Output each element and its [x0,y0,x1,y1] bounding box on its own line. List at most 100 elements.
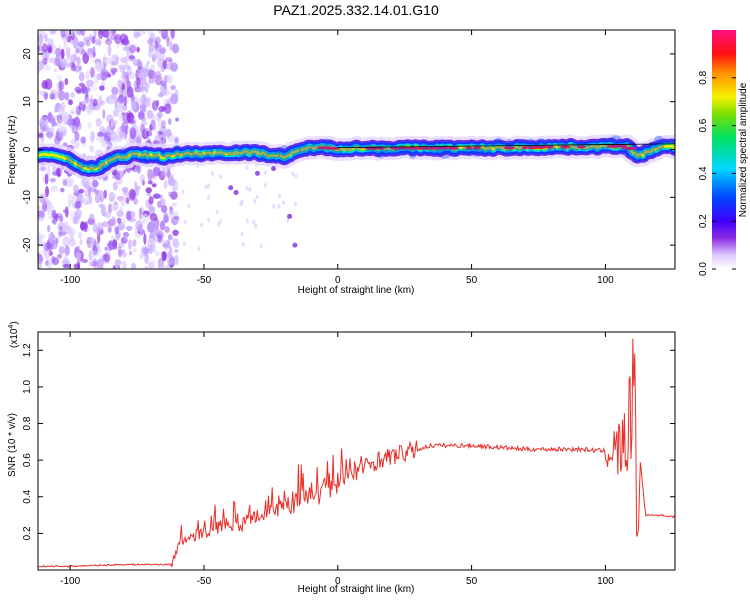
noise-blob [81,49,87,56]
snr-xtick-label: -50 [197,576,212,587]
noise-blob [143,68,149,79]
noise-blob [59,216,63,222]
noise-blob [75,48,80,54]
noise-blob [67,193,75,204]
noise-blob [114,225,119,235]
noise-blob [93,189,99,195]
noise-blob [119,168,124,179]
noise-blob [94,38,102,46]
noise-blob [66,63,72,68]
noise-blob [138,207,143,220]
colorbar-tick-label: 0.4 [698,166,709,180]
noise-blob [92,245,98,256]
noise-blob [156,228,162,237]
noise-blob [139,253,144,260]
noise-blob [57,167,61,178]
noise-blob [96,222,104,232]
ridge-blob [76,159,86,171]
ridge-blob [364,143,376,153]
ridge-blob [204,147,214,159]
noise-blob [88,236,95,244]
noise-blob [141,213,150,224]
noise-blob [122,73,127,86]
noise-blob [49,231,54,243]
ridge-blob [438,144,452,160]
streak-blob [233,190,239,196]
noise-blob [144,265,148,269]
noise-blob [102,53,107,63]
ridge-blob [633,146,642,161]
noise-blob [259,243,263,249]
noise-blob [132,239,137,247]
noise-blob [291,171,295,177]
noise-blob [78,82,85,87]
noise-blob [101,138,109,147]
noise-blob [74,131,80,141]
noise-blob [51,209,57,219]
noise-blob [87,121,93,129]
noise-blob [62,208,69,214]
noise-blob [129,211,136,218]
noise-blob [107,225,112,233]
noise-blob [105,210,112,219]
noise-blob [130,262,137,269]
noise-blob [99,85,105,91]
colorbar-tick-label: 0.6 [698,118,709,132]
noise-blob [65,35,72,43]
noise-blob [47,224,51,233]
noise-blob [76,56,81,66]
spectrogram-ylabel: Frequency (Hz) [7,116,18,185]
noise-blob [149,119,156,131]
snr-ytick-label: 1.0 [22,380,33,394]
noise-blob [114,259,122,267]
noise-blob [294,173,298,179]
ridge-peak [472,146,482,150]
noise-blob [155,70,162,79]
noise-blob [181,189,185,195]
noise-blob [48,44,53,54]
noise-blob [70,92,76,99]
noise-blob [97,30,104,40]
noise-blob [70,138,77,145]
ridge-blob [653,135,665,152]
noise-blob [81,103,86,112]
snr-ytick-label: 0.6 [22,453,33,467]
noise-blob [152,166,161,177]
noise-blob [58,80,62,92]
noise-blob [58,82,62,90]
noise-blob [163,180,168,190]
snr-xtick-label: 50 [466,576,478,587]
noise-blob [171,202,177,207]
noise-blob [149,213,158,222]
noise-blob [255,194,259,200]
noise-blob [128,55,135,60]
noise-blob [57,106,65,116]
noise-blob [162,198,166,208]
noise-blob [157,117,163,130]
noise-blob [139,206,145,215]
ridge-blob [557,140,568,152]
noise-blob [72,65,81,73]
ridge-peak [428,146,445,150]
snr-axes: -100 -50 0 50 100 0.2 0.4 0.6 0.8 1.0 1.2 [22,332,675,587]
noise-blob [64,245,70,256]
noise-blob [46,132,53,139]
snr-ytick-label: 0.8 [22,416,33,430]
noise-blob [101,30,110,38]
noise-blob [147,180,153,185]
noise-blob [60,187,65,193]
noise-blob [119,206,123,215]
streak-blob [254,170,260,176]
noise-blob [47,231,56,244]
noise-blob [130,44,139,53]
noise-blob [159,66,165,73]
ridge-blob [578,141,590,151]
ridge-blob [192,151,205,162]
noise-blob [169,41,173,51]
ridge-blob [267,149,280,160]
noise-blob [54,135,61,146]
noise-blob [76,251,81,263]
noise-blob [63,40,67,50]
ridge-blob [492,137,505,151]
